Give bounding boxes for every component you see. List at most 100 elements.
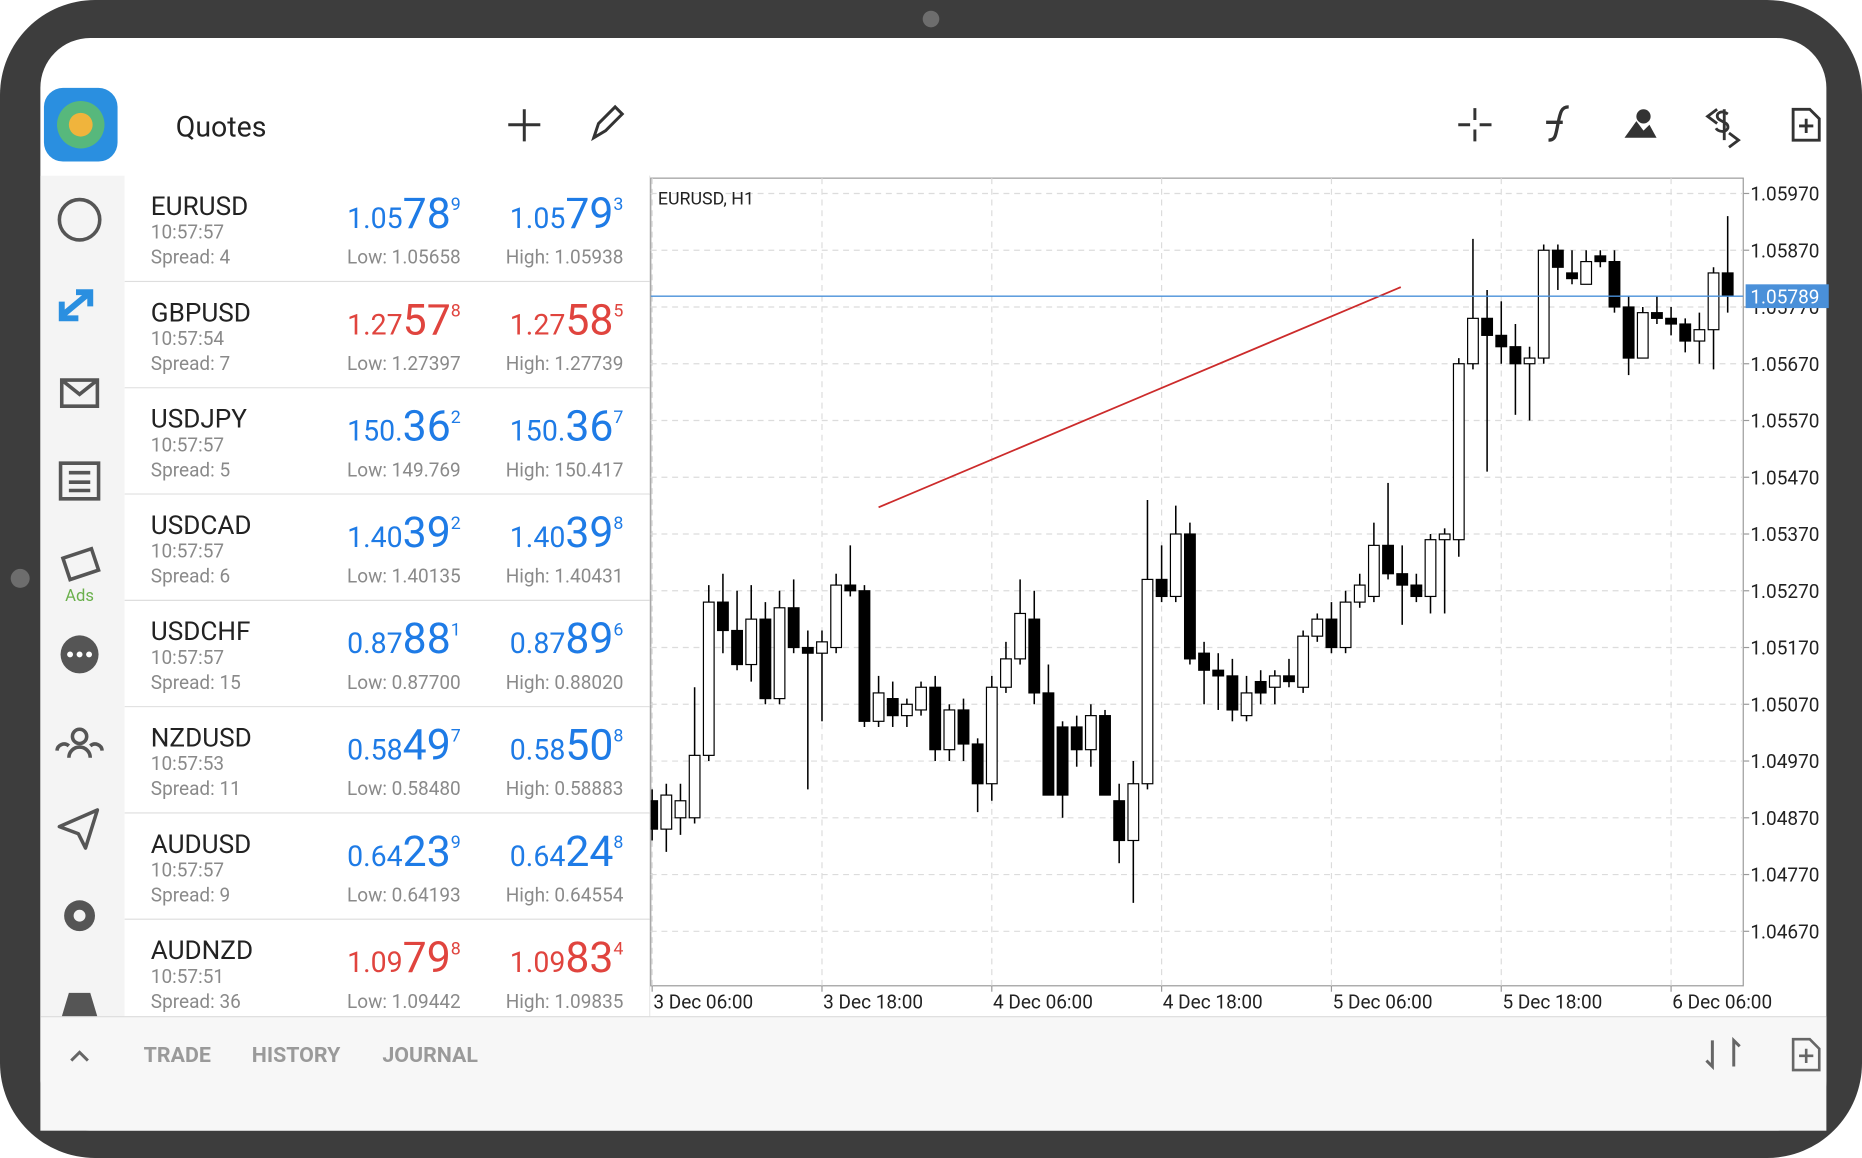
y-tick-label: 1.04970: [1750, 750, 1819, 773]
candle-body: [716, 601, 729, 632]
nav-account[interactable]: [57, 197, 102, 242]
quote-time: 10:57:51: [151, 965, 224, 988]
indicators-button[interactable]: [1546, 105, 1569, 142]
nav-ads[interactable]: [60, 546, 101, 582]
ask-price: 1.27585: [510, 295, 624, 345]
candle-body: [1198, 652, 1211, 671]
candle-body: [787, 607, 800, 649]
y-tick-label: 1.05170: [1750, 637, 1819, 660]
candle-body: [900, 703, 913, 717]
spread: Spread: 4: [151, 246, 231, 269]
nav-news[interactable]: [58, 461, 101, 501]
candles: [650, 216, 1734, 903]
nav-mail[interactable]: [59, 378, 100, 408]
bid-price: 1.05789: [347, 189, 461, 239]
candle-body: [1283, 675, 1295, 683]
camera: [922, 10, 940, 28]
quote-row[interactable]: [124, 600, 650, 707]
candle-body: [943, 709, 956, 751]
quote-row[interactable]: [124, 707, 650, 813]
y-tick-label: 1.05570: [1750, 410, 1819, 433]
spread: Spread: 36: [151, 990, 241, 1013]
high-price: High: 1.05938: [506, 246, 624, 269]
candle-body: [1636, 312, 1649, 359]
candle-body: [1297, 635, 1310, 688]
symbol: EURUSD: [151, 192, 248, 222]
y-tick-label: 1.04870: [1750, 807, 1819, 830]
low-price: Low: 0.87700: [347, 671, 461, 694]
y-tick-label: 1.05470: [1750, 466, 1819, 489]
x-tick-label: 4 Dec 18:00: [1163, 990, 1263, 1013]
nav-settings-hole: [73, 909, 86, 922]
sort-button[interactable]: [1705, 1036, 1741, 1071]
add-button[interactable]: [508, 109, 541, 142]
y-tick-label: 1.05970: [1750, 183, 1819, 206]
candle-body: [1509, 346, 1522, 365]
expand-button[interactable]: [70, 1050, 89, 1062]
candle-body: [1481, 317, 1494, 336]
tab[interactable]: JOURNAL: [382, 1043, 478, 1068]
candle-body: [1467, 317, 1479, 365]
candle-body: [1070, 726, 1083, 751]
candle-body: [773, 607, 786, 700]
nav-trade[interactable]: [58, 289, 94, 322]
nav-chat-dot: [76, 651, 83, 658]
spread: Spread: 11: [151, 777, 241, 800]
trendline: [878, 286, 1402, 509]
trade-button[interactable]: [1705, 108, 1741, 149]
nav-community[interactable]: [55, 742, 104, 758]
nav-community-head: [70, 727, 89, 746]
low-price: Low: 149.769: [347, 458, 461, 481]
x-tick-label: 3 Dec 18:00: [823, 990, 923, 1013]
y-tick-label: 1.05670: [1750, 353, 1819, 376]
ask-price: 0.58508: [510, 721, 624, 771]
low-price: Low: 1.05658: [347, 246, 461, 269]
candle-body: [745, 618, 758, 666]
new-order-button[interactable]: [1791, 107, 1821, 142]
candle-body: [929, 686, 942, 751]
bid-price: 0.58497: [347, 721, 461, 771]
bid-price: 1.27578: [347, 295, 461, 345]
spread: Spread: 7: [151, 352, 230, 375]
quote-row[interactable]: [124, 919, 650, 1026]
quote-row[interactable]: [124, 494, 650, 601]
candle-body: [1268, 675, 1281, 688]
new-order-bottom[interactable]: [1791, 1037, 1821, 1072]
candle-body: [1339, 601, 1352, 649]
low-price: Low: 0.58480: [347, 777, 461, 800]
candle-body: [1608, 260, 1621, 308]
candle-body: [1183, 533, 1196, 660]
nav-more[interactable]: [61, 992, 98, 1017]
nav-telegram[interactable]: [57, 808, 100, 850]
quote-row[interactable]: [124, 388, 650, 495]
quote-time: 10:57:57: [151, 859, 224, 882]
x-tick-label: 6 Dec 06:00: [1672, 990, 1772, 1013]
symbol: AUDUSD: [151, 830, 251, 860]
candle-body: [886, 698, 899, 717]
candle-body: [660, 794, 673, 830]
bid-price: 1.09798: [347, 933, 461, 983]
quote-row[interactable]: [124, 813, 650, 920]
side-dot: [10, 568, 30, 588]
nav-chat-dot: [67, 651, 74, 658]
candle-body: [1679, 323, 1692, 342]
quote-time: 10:57:57: [151, 646, 224, 669]
candle-body: [915, 686, 927, 711]
candle-body: [1141, 578, 1154, 785]
ask-price: 150.367: [510, 402, 624, 452]
objects-button[interactable]: [1624, 121, 1657, 138]
ask-price: 0.64248: [510, 827, 624, 877]
tab[interactable]: TRADE: [144, 1043, 211, 1068]
candle-body: [1226, 675, 1239, 711]
candle-body: [971, 743, 984, 785]
quote-row[interactable]: [124, 282, 650, 388]
candle-body: [1325, 618, 1338, 649]
tab[interactable]: HISTORY: [252, 1043, 341, 1068]
candle-body: [1367, 544, 1380, 598]
quote-row[interactable]: [124, 175, 650, 282]
edit-button[interactable]: [591, 104, 625, 142]
candle-body: [1410, 584, 1423, 598]
symbol: GBPUSD: [151, 298, 251, 328]
nav-chat-dot: [86, 651, 93, 658]
crosshair-button[interactable]: [1458, 108, 1492, 142]
